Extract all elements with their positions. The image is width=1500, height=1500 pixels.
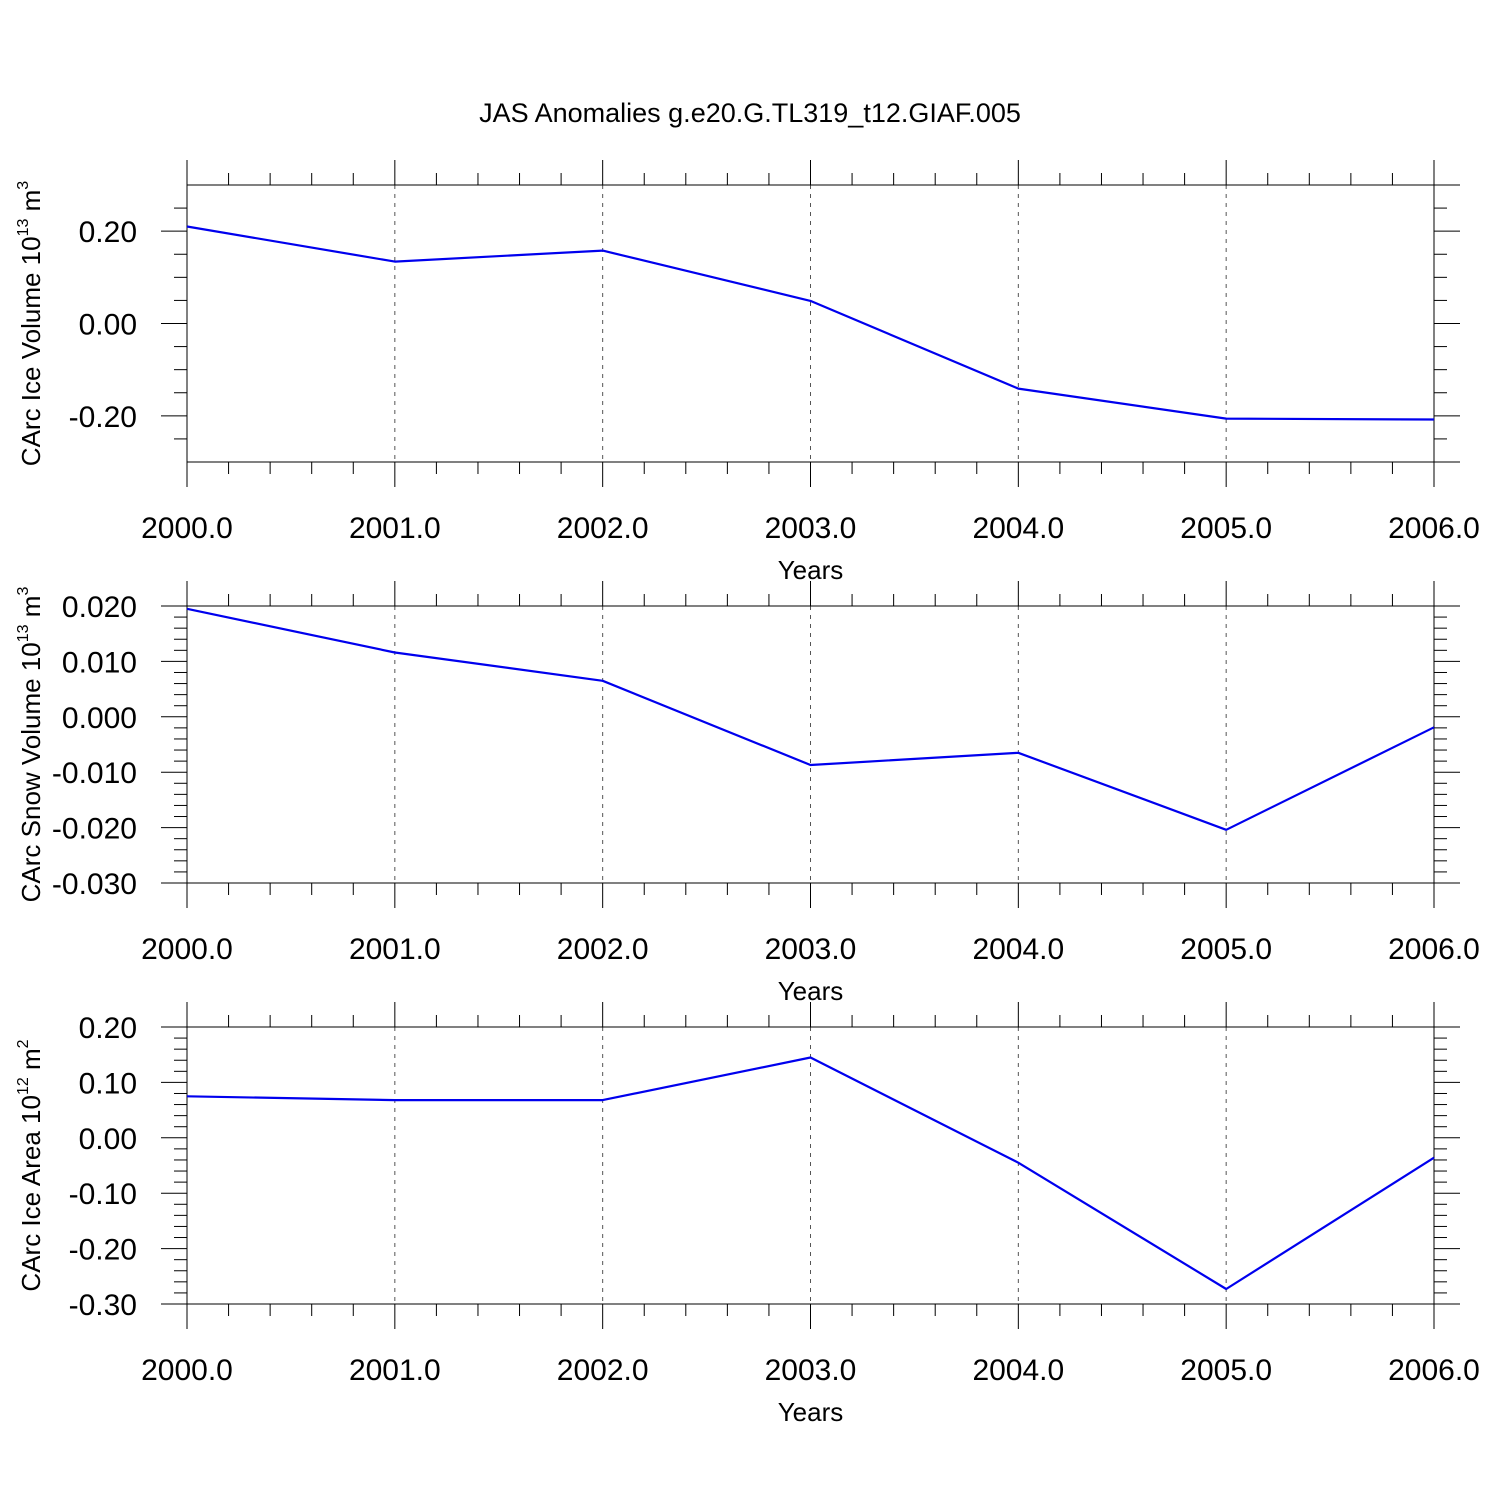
x-tick-label: 2002.0 xyxy=(557,933,649,966)
y-tick-label: 0.000 xyxy=(62,702,137,735)
x-tick-label: 2004.0 xyxy=(972,933,1064,966)
x-tick-label: 2006.0 xyxy=(1388,933,1480,966)
x-tick-label: 2005.0 xyxy=(1180,1354,1272,1387)
x-tick-label: 2004.0 xyxy=(972,1354,1064,1387)
panel-3: 2000.0 2001.0 2002.0 2003.0 2004.0 2005.0 2006… xyxy=(15,1002,1480,1427)
x-tick-label: 2001.0 xyxy=(349,933,441,966)
y-tick-label: -0.10 xyxy=(69,1178,137,1211)
series-line xyxy=(186,1056,1435,1291)
y-tick-label: -0.030 xyxy=(52,868,137,901)
y-tick-label: 0.00 xyxy=(79,309,137,342)
y-tick-label: 0.010 xyxy=(62,646,137,679)
x-tick-label: 2002.0 xyxy=(557,1354,649,1387)
y-tick-label: 0.10 xyxy=(79,1067,137,1100)
y-tick-label: -0.20 xyxy=(69,1234,137,1267)
y-tick-label: 0.20 xyxy=(79,1012,137,1045)
x-tick-label: 2005.0 xyxy=(1180,933,1272,966)
y-tick-label: -0.20 xyxy=(69,401,137,434)
y-tick-label: -0.010 xyxy=(52,757,137,790)
x-tick-label: 2005.0 xyxy=(1180,512,1272,545)
x-tick-label: 2004.0 xyxy=(972,512,1064,545)
x-tick-label: 2001.0 xyxy=(349,512,441,545)
y-axis-label: CArc Ice Area 1012 m2 xyxy=(15,1039,46,1291)
y-tick-label: 0.020 xyxy=(62,591,137,624)
x-tick-label: 2006.0 xyxy=(1388,512,1480,545)
x-tick-label: 2000.0 xyxy=(141,1354,233,1387)
x-tick-label: 2003.0 xyxy=(765,1354,857,1387)
x-tick-label: 2000.0 xyxy=(141,933,233,966)
y-tick-label: -0.30 xyxy=(69,1289,137,1322)
chart-title: JAS Anomalies g.e20.G.TL319_t12.GIAF.005 xyxy=(479,98,1021,128)
x-axis-label: Years xyxy=(778,976,844,1006)
x-tick-label: 2003.0 xyxy=(765,933,857,966)
panel-2: 2000.0 2001.0 2002.0 2003.0 2004.0 2005.0 2006… xyxy=(15,581,1480,1006)
x-tick-label: 2001.0 xyxy=(349,1354,441,1387)
series-line xyxy=(186,607,1435,831)
y-tick-label: 0.20 xyxy=(79,216,137,249)
chart-panels: 2000.0 2001.0 2002.0 2003.0 2004.0 2005.0 2006… xyxy=(15,160,1480,1427)
x-tick-label: 2002.0 xyxy=(557,512,649,545)
y-tick-label: 0.00 xyxy=(79,1123,137,1156)
panel-1: 2000.0 2001.0 2002.0 2003.0 2004.0 2005.0 2006… xyxy=(15,160,1480,585)
x-tick-label: 2003.0 xyxy=(765,512,857,545)
y-axis-label: CArc Snow Volume 1013 m3 xyxy=(15,587,46,903)
x-axis-label: Years xyxy=(778,555,844,585)
x-tick-label: 2000.0 xyxy=(141,512,233,545)
y-axis-label: CArc Ice Volume 1013 m3 xyxy=(15,181,46,466)
series-line xyxy=(186,225,1435,421)
x-axis-label: Years xyxy=(778,1397,844,1427)
x-tick-label: 2006.0 xyxy=(1388,1354,1480,1387)
y-tick-label: -0.020 xyxy=(52,813,137,846)
